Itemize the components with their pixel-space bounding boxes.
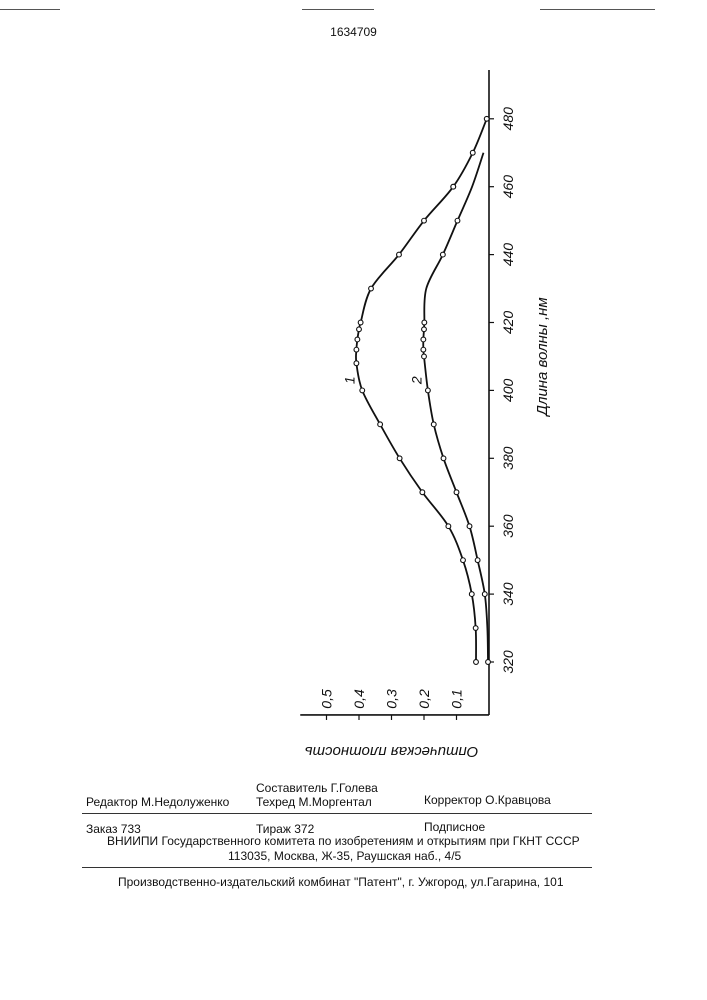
- compiler-credit: Составитель Г.Голева: [256, 781, 378, 795]
- x-tick-label: 360: [500, 514, 516, 538]
- series-2-point: [475, 558, 480, 563]
- series-1-point: [469, 592, 474, 597]
- patent-number: 1634709: [0, 25, 707, 39]
- series-1-point: [357, 327, 362, 332]
- y-tick-label: 0,2: [416, 689, 432, 709]
- series-2-point: [431, 422, 436, 427]
- x-ticks: 320 340 360 380 400 420 440 460 480: [489, 107, 516, 674]
- x-tick-label: 380: [500, 446, 516, 470]
- corrector-credit: Корректор О.Кравцова: [424, 793, 551, 807]
- y-tick-label: 0,4: [351, 689, 367, 709]
- series-1-point: [355, 337, 360, 342]
- series-1-point: [473, 626, 478, 631]
- series-1-point: [420, 490, 425, 495]
- x-tick-label: 480: [500, 107, 516, 131]
- series-2-point: [440, 252, 445, 257]
- x-tick-label: 340: [500, 582, 516, 606]
- series-1-point: [461, 558, 466, 563]
- series-2-point: [422, 354, 427, 359]
- y-axis-title: Оптическая плотность: [304, 743, 478, 760]
- series-2-point: [451, 184, 456, 189]
- series-2-point: [422, 327, 427, 332]
- series-1-point: [397, 252, 402, 257]
- series-2-point: [467, 524, 472, 529]
- series-1-point: [397, 456, 402, 461]
- series-2-point: [421, 347, 426, 352]
- series-2-point: [486, 660, 491, 665]
- x-tick-label: 320: [500, 650, 516, 674]
- series-1-point: [360, 388, 365, 393]
- series-2-line: [423, 153, 488, 662]
- series-1-point: [378, 422, 383, 427]
- editor-credit: Редактор М.Недолуженко: [86, 795, 229, 809]
- top-rule-left: [0, 9, 60, 10]
- series-2-point: [441, 456, 446, 461]
- x-tick-label: 440: [500, 243, 516, 267]
- address-line: 113035, Москва, Ж-35, Раушская наб., 4/5: [228, 849, 461, 863]
- series-1-point: [446, 524, 451, 529]
- y-tick-label: 0,3: [384, 689, 400, 709]
- subscription-note: Подписное: [424, 820, 485, 834]
- x-tick-label: 460: [500, 175, 516, 199]
- techred-credit: Техред М.Моргентал: [256, 795, 372, 809]
- colophon-separator-2: [82, 867, 592, 868]
- series-2-label: 2: [408, 376, 424, 385]
- series-1-point: [470, 150, 475, 155]
- publisher-line: Производственно-издательский комбинат "П…: [118, 875, 564, 889]
- series-2-point: [482, 592, 487, 597]
- series-1-point: [484, 116, 489, 121]
- top-rule-center: [302, 9, 374, 10]
- chart-curves: [356, 119, 488, 662]
- series-2-point: [426, 388, 431, 393]
- x-tick-label: 400: [500, 379, 516, 403]
- series-2-point: [455, 218, 460, 223]
- series-2-point: [422, 320, 427, 325]
- chart: 320 340 360 380 400 420 440 460 480 0,1 0,2 0,3 0,4…: [0, 70, 707, 770]
- series-2-point: [454, 490, 459, 495]
- series-1-point: [358, 320, 363, 325]
- series-1-label: 1: [341, 376, 357, 384]
- vniipi-line: ВНИИПИ Государственного комитета по изоб…: [107, 834, 580, 848]
- y-tick-label: 0,5: [319, 689, 335, 709]
- series-1-point: [369, 286, 374, 291]
- chart-axes: [300, 70, 489, 715]
- top-rule-right: [540, 9, 655, 10]
- series-1-point: [422, 218, 427, 223]
- x-axis-title: Длина волны ,нм: [534, 297, 551, 417]
- series-2-point: [421, 337, 426, 342]
- series-1-point: [474, 660, 479, 665]
- series-1-point: [354, 361, 359, 366]
- y-tick-label: 0,1: [449, 689, 465, 708]
- x-tick-label: 420: [500, 311, 516, 335]
- colophon-separator-1: [82, 813, 592, 814]
- series-1-point: [354, 347, 359, 352]
